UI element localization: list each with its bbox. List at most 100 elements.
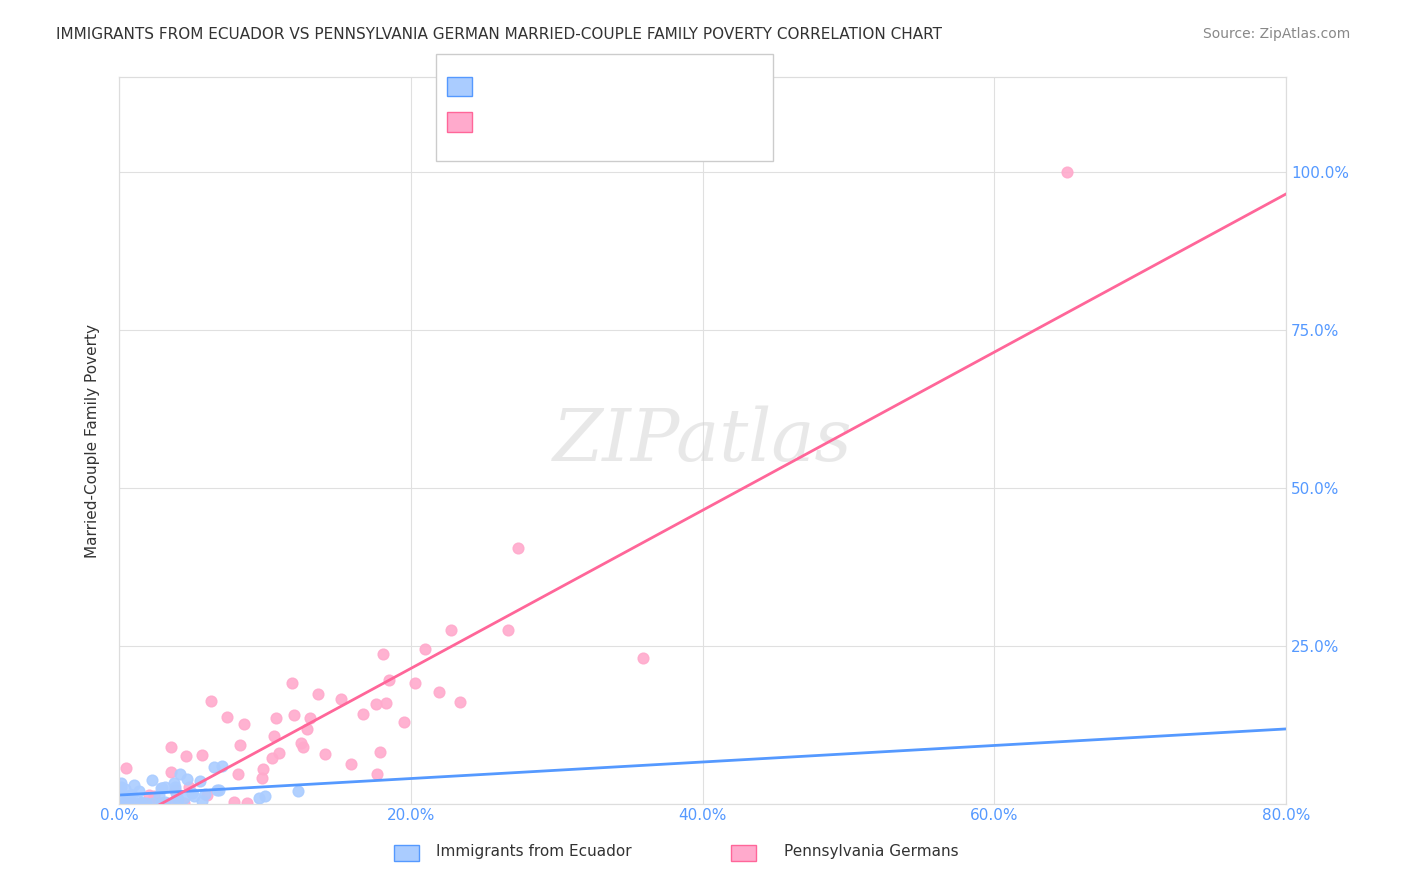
Point: [496, 623, 519, 637]
Point: [375, 696, 398, 710]
Point: [150, 781, 173, 796]
Point: [121, 796, 143, 810]
Point: [165, 780, 187, 794]
Point: [138, 788, 160, 802]
Point: [204, 759, 226, 773]
Point: [159, 740, 181, 755]
Point: [139, 796, 162, 810]
Point: [200, 693, 222, 707]
Point: [121, 789, 143, 803]
Point: [156, 796, 179, 810]
Point: [191, 794, 214, 808]
Point: [508, 541, 530, 556]
Point: [250, 771, 273, 785]
Point: [118, 789, 141, 803]
Point: [176, 772, 198, 786]
Text: R = 0.074   N = 43: R = 0.074 N = 43: [457, 76, 614, 94]
Point: [194, 788, 217, 802]
Point: [115, 795, 138, 809]
Point: [287, 783, 309, 797]
Point: [205, 782, 228, 797]
Y-axis label: Married-Couple Family Poverty: Married-Couple Family Poverty: [86, 324, 100, 558]
Point: [307, 687, 329, 701]
Point: [166, 792, 188, 806]
Point: [163, 796, 186, 810]
Point: [153, 795, 176, 809]
Point: [114, 795, 136, 809]
Point: [114, 761, 136, 775]
Point: [233, 716, 256, 731]
Point: [135, 796, 157, 810]
Text: Source: ZipAtlas.com: Source: ZipAtlas.com: [1202, 27, 1350, 41]
Text: Pennsylvania Germans: Pennsylvania Germans: [785, 845, 959, 859]
Point: [292, 739, 315, 754]
Point: [149, 796, 172, 810]
Point: [188, 774, 211, 789]
Point: [183, 789, 205, 803]
Point: [290, 736, 312, 750]
Point: [114, 781, 136, 796]
Point: [111, 789, 134, 803]
Text: ZIPatlas: ZIPatlas: [553, 405, 852, 475]
Point: [181, 786, 204, 800]
Point: [370, 745, 392, 759]
Point: [163, 783, 186, 797]
Point: [163, 775, 186, 789]
Point: [177, 780, 200, 794]
Point: [263, 729, 285, 743]
Point: [449, 695, 471, 709]
Point: [211, 758, 233, 772]
Point: [283, 708, 305, 723]
Point: [267, 746, 290, 760]
Point: [120, 796, 142, 810]
Point: [191, 747, 214, 762]
Point: [150, 781, 173, 796]
Point: [155, 780, 177, 795]
Point: [440, 624, 463, 638]
Text: IMMIGRANTS FROM ECUADOR VS PENNSYLVANIA GERMAN MARRIED-COUPLE FAMILY POVERTY COR: IMMIGRANTS FROM ECUADOR VS PENNSYLVANIA …: [56, 27, 942, 42]
Point: [280, 676, 302, 690]
Point: [129, 796, 152, 810]
Point: [129, 796, 152, 810]
Point: [142, 789, 165, 804]
Point: [173, 790, 195, 805]
Point: [247, 791, 270, 805]
Point: [162, 796, 184, 810]
Point: [174, 749, 197, 764]
Point: [142, 796, 165, 810]
Point: [340, 757, 363, 772]
Point: [169, 767, 191, 781]
Point: [236, 796, 259, 810]
Point: [110, 776, 132, 790]
Point: [394, 715, 416, 730]
Point: [378, 673, 401, 687]
Point: [162, 796, 184, 810]
Point: [131, 795, 153, 809]
Point: [264, 711, 287, 725]
Point: [148, 788, 170, 802]
Point: [110, 780, 132, 794]
Point: [413, 641, 436, 656]
Point: [366, 697, 388, 711]
Text: Immigrants from Ecuador: Immigrants from Ecuador: [436, 845, 633, 859]
Point: [222, 795, 245, 809]
Point: [631, 650, 654, 665]
Point: [173, 796, 195, 810]
Point: [160, 764, 183, 779]
Point: [122, 778, 145, 792]
Point: [260, 751, 283, 765]
Point: [128, 784, 150, 798]
Point: [217, 710, 239, 724]
Point: [226, 767, 249, 781]
Point: [208, 783, 231, 797]
Point: [404, 676, 426, 690]
Point: [299, 711, 322, 725]
Point: [166, 786, 188, 800]
Point: [366, 767, 388, 781]
Point: [114, 796, 136, 810]
Point: [141, 772, 163, 787]
Point: [330, 692, 353, 706]
Point: [352, 707, 374, 722]
Point: [252, 762, 274, 776]
Point: [195, 789, 218, 803]
